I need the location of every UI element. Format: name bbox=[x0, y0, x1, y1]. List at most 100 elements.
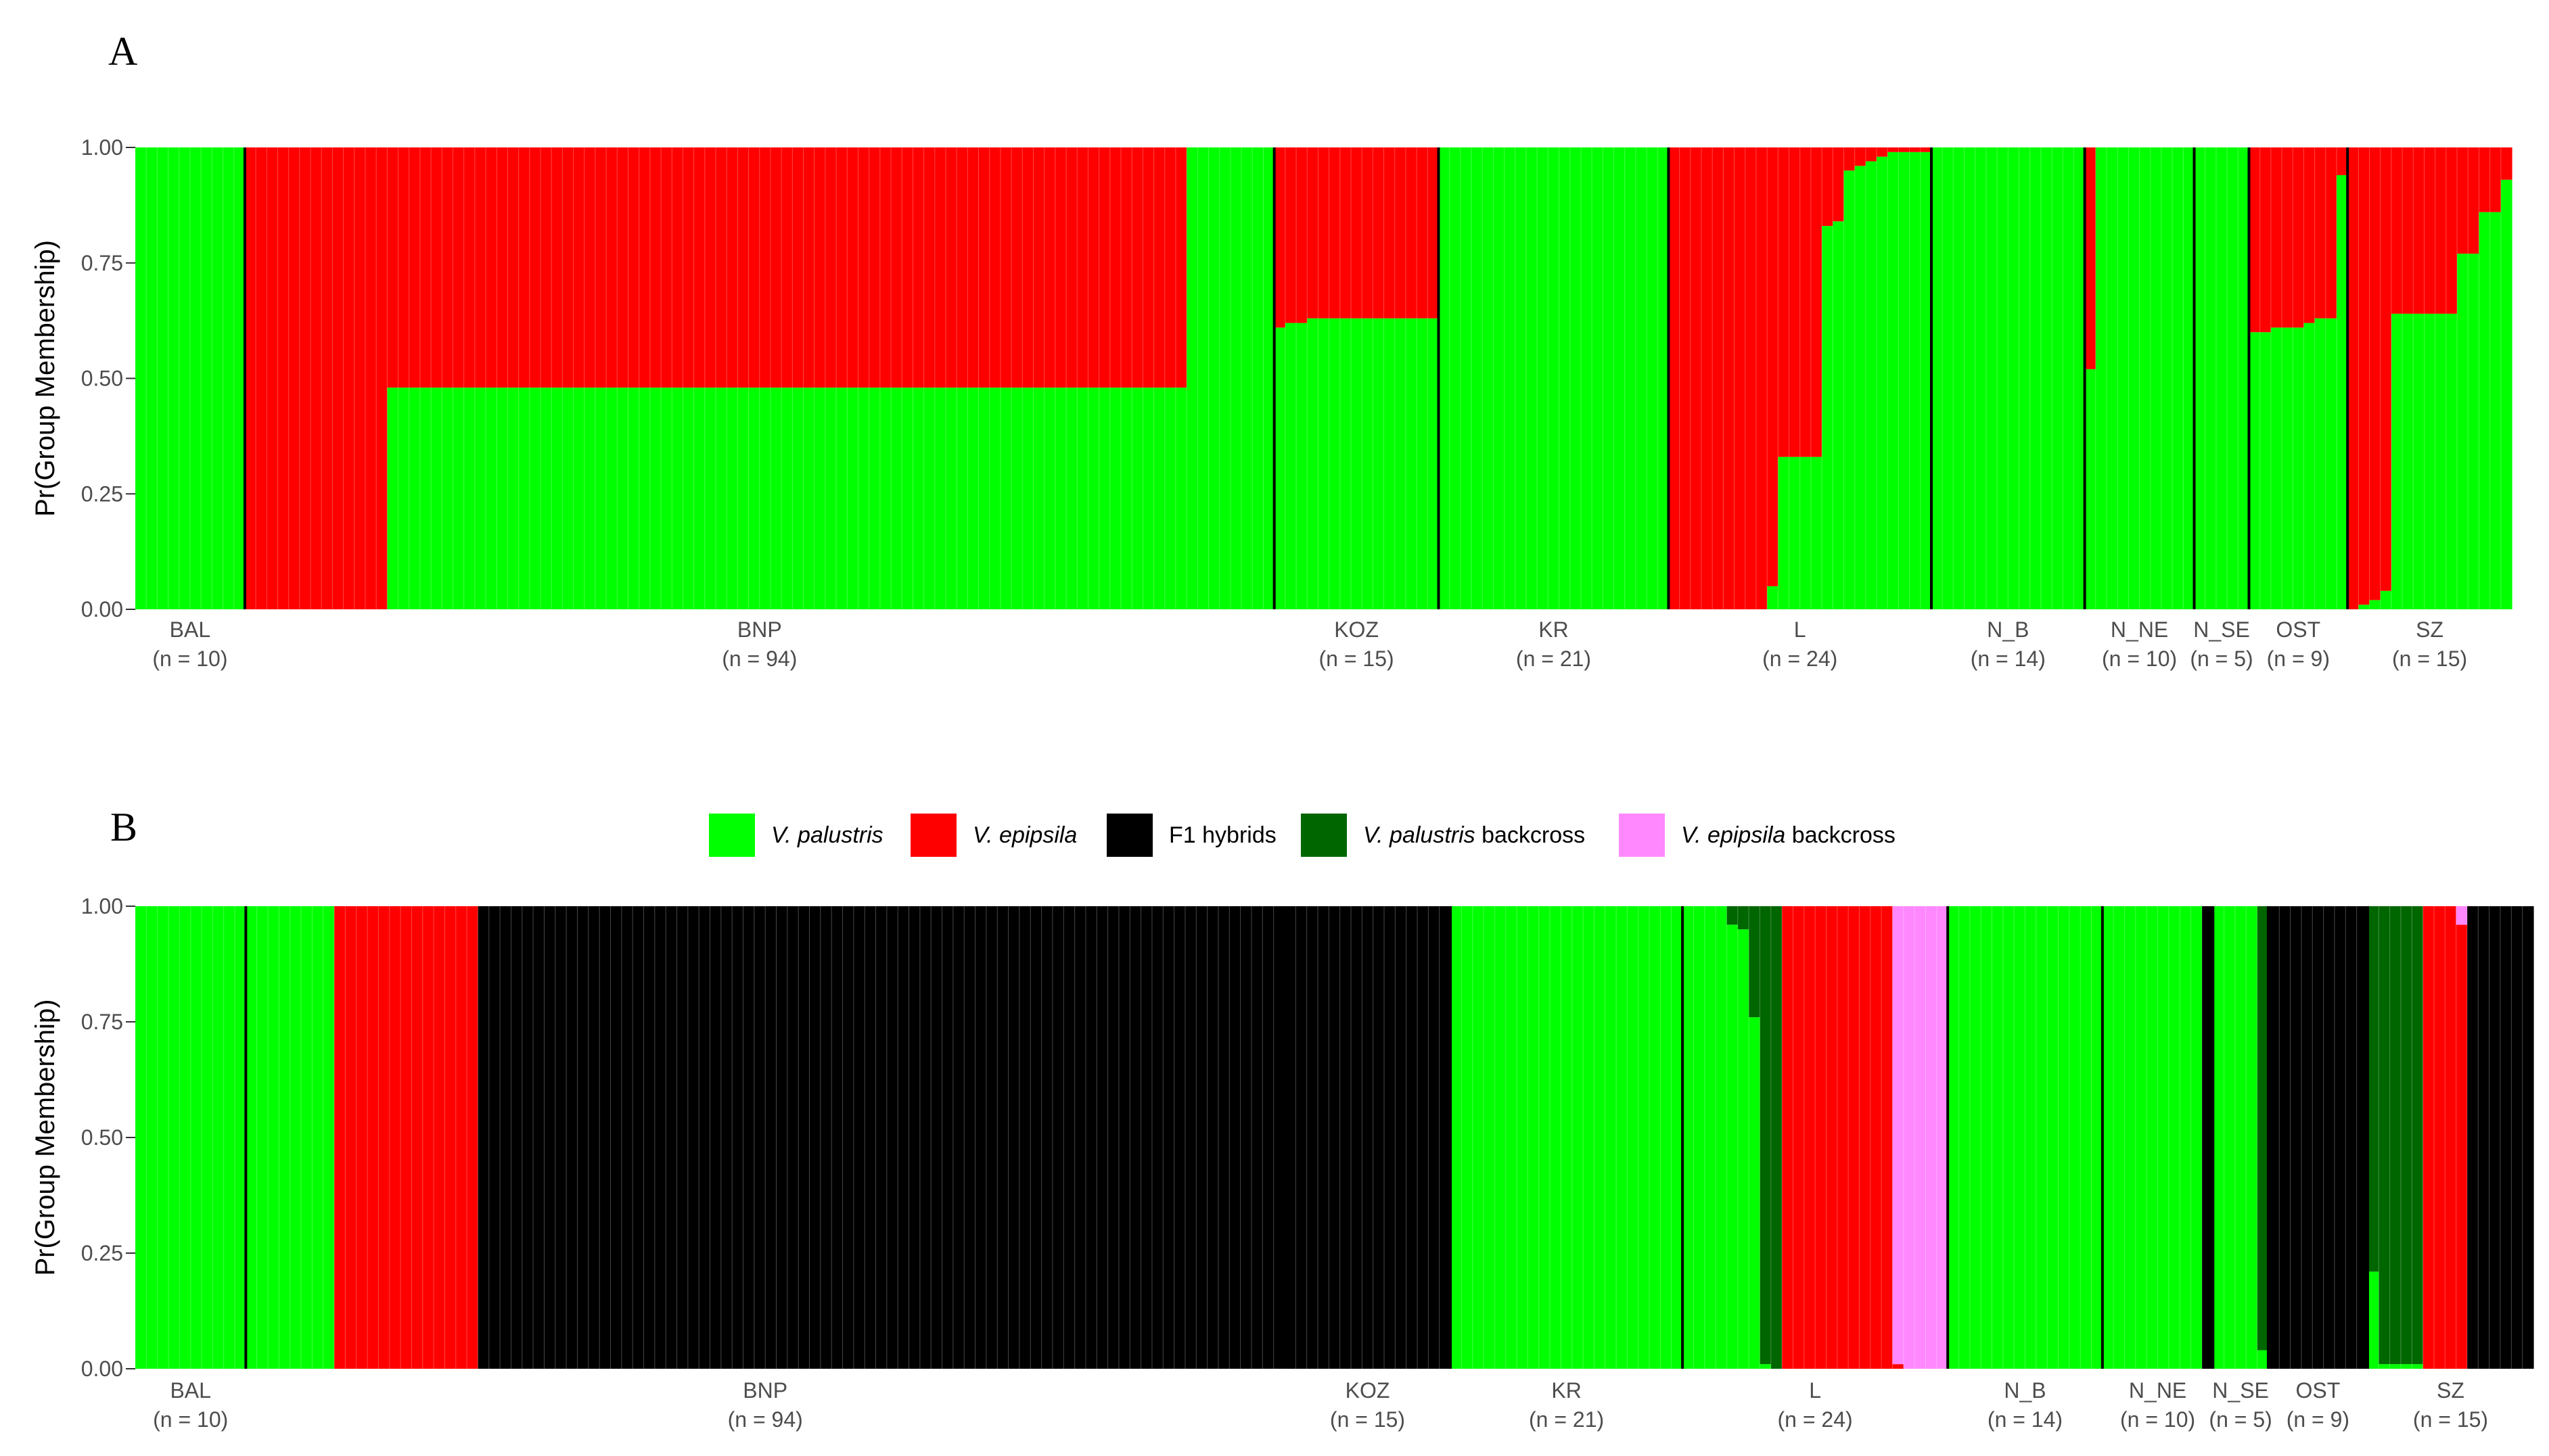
bar-segment-v-palustris bbox=[2227, 147, 2238, 609]
population-size-koz: (n = 15) bbox=[1319, 647, 1394, 671]
bar-segment-v-epipsila bbox=[2259, 147, 2272, 333]
population-name-bnp: BNP bbox=[737, 617, 782, 642]
bar-segment-f1-hybrids bbox=[765, 906, 777, 1369]
bar-segment-v-epipsila bbox=[2433, 906, 2445, 1369]
bar-segment-v-epipsila bbox=[444, 906, 457, 1369]
bar-segment-v-epipsila bbox=[1394, 147, 1406, 319]
bar-segment-v-palustris bbox=[2073, 147, 2086, 609]
bar-segment-v-epipsila bbox=[1296, 147, 1308, 323]
bar-segment-f1-hybrids bbox=[1306, 906, 1318, 1369]
bar-segment-v-palustris bbox=[398, 388, 410, 609]
bar-segment-f1-hybrids bbox=[1151, 906, 1164, 1369]
bar-segment-v-epipsila bbox=[2457, 147, 2468, 254]
bar-segment-v-palustris bbox=[419, 388, 432, 609]
bar-segment-v-palustris bbox=[967, 388, 980, 609]
bar-segment-v-epipsila bbox=[847, 147, 859, 388]
bar-segment-v-epipsila bbox=[1848, 906, 1860, 1369]
bar-segment-f1-hybrids bbox=[1439, 906, 1451, 1369]
bar-segment-v-epipsila bbox=[1877, 147, 1888, 157]
bar-segment-v-palustris bbox=[2282, 327, 2293, 609]
bar-segment-v-palustris bbox=[1635, 147, 1647, 609]
bar-segment-f1-hybrids bbox=[1262, 906, 1274, 1369]
bar-segment-v-palustris bbox=[168, 906, 180, 1369]
bar-segment-v-epipsila bbox=[1329, 147, 1341, 319]
bar-segment-v-epipsila bbox=[332, 147, 344, 609]
bar-segment-v-epipsila bbox=[584, 147, 596, 388]
bar-segment-v-palustris bbox=[179, 147, 191, 609]
bar-segment-v-epipsila bbox=[562, 147, 574, 388]
bar-segment-v-palustris bbox=[2168, 906, 2180, 1369]
bar-segment-v-epipsila bbox=[354, 147, 366, 609]
bar-segment-v-epipsila bbox=[1854, 147, 1866, 166]
bar-segment-v-epipsila bbox=[2369, 147, 2381, 601]
bar-segment-v-epipsila bbox=[869, 147, 881, 388]
bar-segment-v-epipsila bbox=[1767, 147, 1778, 586]
bar-segment-v-palustris bbox=[1997, 147, 2008, 609]
bar-segment-v-epipsila bbox=[573, 147, 585, 388]
bar-segment-v-palustris bbox=[1571, 906, 1584, 1369]
bar-segment-v-palustris bbox=[2124, 906, 2136, 1369]
bar-segment-v-palustris bbox=[1362, 318, 1373, 609]
bar-segment-v-palustris bbox=[323, 906, 335, 1369]
bar-segment-v-epipsila bbox=[2445, 147, 2458, 314]
bar-segment-f1-hybrids bbox=[2312, 906, 2324, 1369]
bar-segment-v-palustris bbox=[1484, 906, 1495, 1369]
bar-segment-v-epipsila bbox=[356, 906, 368, 1369]
bar-segment-f1-hybrids bbox=[710, 906, 722, 1369]
bar-segment-f1-hybrids bbox=[898, 906, 910, 1369]
bar-segment-v-palustris bbox=[727, 388, 738, 609]
bar-segment-f1-hybrids bbox=[1118, 906, 1130, 1369]
bar-segment-f1-hybrids bbox=[2356, 906, 2368, 1369]
bar-segment-v-palustris bbox=[1789, 456, 1801, 609]
bar-segment-v-palustris bbox=[683, 388, 695, 609]
bar-segment-v-epipsila bbox=[1723, 147, 1735, 609]
bar-segment-v-palustris bbox=[1383, 318, 1396, 609]
bar-segment-v-palustris bbox=[836, 388, 848, 609]
bar-segment-v-epipsila bbox=[913, 147, 925, 388]
bar-segment-v-palustris bbox=[1460, 147, 1472, 609]
bar-segment-v-epipsila bbox=[1833, 147, 1845, 222]
bar-segment-f1-hybrids bbox=[1295, 906, 1308, 1369]
bar-segment-v-palustris bbox=[2369, 600, 2381, 609]
bar-segment-v-epipsila bbox=[2402, 147, 2414, 314]
bar-segment-f1-hybrids bbox=[2522, 906, 2534, 1369]
bar-segment-f1-hybrids bbox=[1097, 906, 1109, 1369]
bar-segment-v-epipsila bbox=[2391, 147, 2403, 314]
bar-segment-v-palustris bbox=[2008, 147, 2020, 609]
bar-segment-v-epipsila bbox=[2479, 147, 2491, 212]
bar-segment-v-palustris bbox=[1958, 906, 1971, 1369]
bar-segment-v-palustris bbox=[2435, 313, 2447, 609]
bar-segment-v-palustris bbox=[1613, 147, 1626, 609]
bar-segment-v-palustris bbox=[1898, 151, 1910, 609]
population-size-bal: (n = 10) bbox=[153, 1407, 228, 1432]
bar-segment-v-palustris bbox=[2091, 906, 2103, 1369]
bar-segment-v-palustris bbox=[2146, 906, 2159, 1369]
bar-segment-f1-hybrids bbox=[809, 906, 821, 1369]
bar-segment-f1-hybrids bbox=[952, 906, 965, 1369]
bar-segment-v-epipsila bbox=[1898, 147, 1910, 152]
bar-segment-f1-hybrids bbox=[798, 906, 810, 1369]
bar-segment-v-palustris bbox=[1493, 147, 1505, 609]
bar-segment-f1-hybrids bbox=[2279, 906, 2291, 1369]
bar-segment-v-palustris bbox=[1580, 147, 1592, 609]
bar-segment-v-palustris bbox=[1603, 147, 1615, 609]
bar-segment-v-palustris bbox=[1737, 929, 1749, 1369]
population-name-koz: KOZ bbox=[1346, 1378, 1390, 1403]
panel-b-chart: BAL (n = 10) BNP (n = 94) KOZ (n = 15) KR (n = … bbox=[30, 894, 2534, 1432]
bar-segment-v-palustris bbox=[1482, 147, 1494, 609]
bar-segment-v-palustris bbox=[891, 388, 902, 609]
bar-segment-v-palustris bbox=[233, 147, 246, 609]
population-size-n-b: (n = 14) bbox=[1988, 1407, 2063, 1432]
bar-segment-v-palustris bbox=[1605, 906, 1617, 1369]
bar-segment-v-palustris bbox=[2102, 906, 2114, 1369]
bar-segment-v-palustris bbox=[507, 388, 520, 609]
bar-segment-v-palustris bbox=[1583, 906, 1595, 1369]
bar-segment-v-epipsila bbox=[2456, 924, 2468, 1369]
y-tick-label: 0.25 bbox=[81, 482, 123, 506]
bar-segment-v-epipsila bbox=[2314, 147, 2326, 319]
bar-segment-v-palustris bbox=[486, 388, 497, 609]
bar-segment-v-palustris bbox=[573, 388, 585, 609]
legend-swatch-v-epipsila bbox=[911, 814, 957, 857]
bar-segment-f1-hybrids bbox=[633, 906, 645, 1369]
